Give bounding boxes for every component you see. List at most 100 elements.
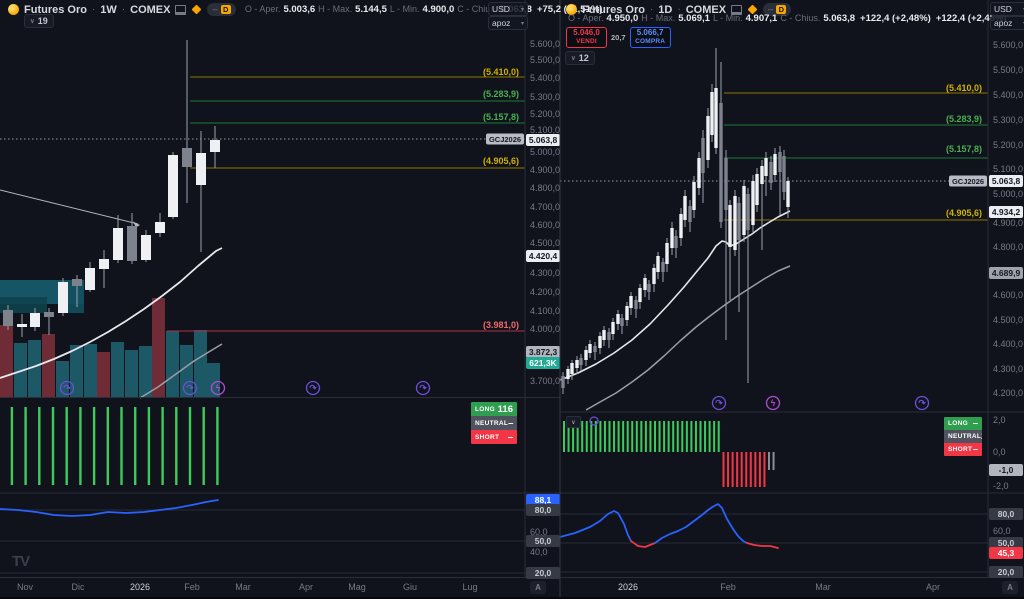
- short-value: –: [507, 431, 513, 443]
- signal-histogram-bar: [120, 407, 123, 485]
- rollover-marker-icon[interactable]: ↷: [305, 380, 321, 396]
- candlestick: [760, 160, 764, 250]
- candlestick: [782, 150, 786, 200]
- symbol-title[interactable]: Futures Oro: [24, 3, 87, 16]
- buy-button[interactable]: 5.066,7 COMPRA: [629, 27, 671, 48]
- tradingview-watermark-logo: TV: [12, 553, 30, 570]
- pane-collapse-toggle[interactable]: ∨: [566, 416, 581, 428]
- currency-toggle[interactable]: USD ▾: [488, 2, 528, 16]
- signal-summary-box[interactable]: LONG 116 NEUTRAL – SHORT –: [471, 402, 517, 444]
- axis-price-chip-text: 80,0: [998, 509, 1015, 519]
- separator-dot: ·: [677, 4, 681, 15]
- candle-body: [210, 140, 220, 152]
- volume-bar: [166, 331, 179, 397]
- axis-price-chip-text: -1,0: [999, 465, 1014, 475]
- volume-bar: [97, 352, 110, 397]
- rollover-marker-icon[interactable]: ↷: [914, 395, 930, 411]
- axis-tick-label: 5.400,0: [530, 73, 560, 83]
- session-pill[interactable]: – D: [207, 3, 236, 16]
- signal-histogram-bar: [134, 407, 137, 485]
- low-label: L - Min.: [712, 13, 743, 23]
- axis-price-chip: [989, 508, 1023, 520]
- candle-body: [141, 235, 151, 260]
- candle-body: [724, 158, 728, 210]
- rollover-marker-icon[interactable]: ↷: [415, 380, 431, 396]
- interval-label[interactable]: 1D: [658, 3, 673, 16]
- candle-body: [786, 181, 790, 207]
- candlestick: [647, 280, 651, 300]
- neutral-value: –: [508, 417, 514, 429]
- candlestick: [656, 252, 660, 279]
- level-price-label: (4.905,6): [483, 156, 519, 166]
- neutral-row: NEUTRAL 2: [944, 430, 982, 443]
- signal-histogram-bar: [763, 452, 766, 487]
- currency-toggle[interactable]: USD ▾: [990, 2, 1024, 16]
- neutral-label: NEUTRAL: [948, 433, 982, 440]
- axis-tick-label: 4.200,0: [993, 388, 1023, 398]
- unit-toggle[interactable]: apoz ▾: [990, 16, 1024, 30]
- high-label: H - Max.: [641, 13, 676, 23]
- candle-body: [602, 330, 606, 340]
- chart-source-icon[interactable]: [175, 4, 187, 15]
- rollover-marker-icon[interactable]: ↷: [182, 380, 198, 396]
- signal-summary-box[interactable]: LONG – NEUTRAL 2 SHORT –: [944, 417, 982, 456]
- signal-histogram-bar: [768, 452, 770, 470]
- axis-tick-label: 5.300,0: [993, 115, 1023, 125]
- candlestick: [769, 156, 773, 190]
- chart-source-icon[interactable]: [731, 4, 743, 15]
- candlestick: [755, 168, 759, 212]
- signal-histogram-bar: [758, 452, 761, 487]
- symbol-title[interactable]: Futures Oro: [582, 3, 645, 16]
- candlestick: [701, 130, 705, 203]
- auto-scale-button[interactable]: A: [1002, 581, 1018, 594]
- candlestick: [714, 48, 718, 154]
- pill-dash: –: [212, 4, 218, 14]
- axis-tick-label: 5.500,0: [530, 55, 560, 65]
- signal-histogram-bar: [749, 452, 752, 487]
- axis-tick-label: 5.000,0: [993, 189, 1023, 199]
- signal-histogram-bar: [576, 421, 579, 452]
- auto-scale-button[interactable]: A: [530, 581, 546, 594]
- candlestick: [85, 262, 95, 292]
- interval-label[interactable]: 1W: [100, 3, 117, 16]
- rollover-marker-icon[interactable]: ↷: [59, 380, 75, 396]
- lightning-marker-icon[interactable]: ϟ: [210, 380, 226, 396]
- candlestick: [634, 296, 638, 318]
- indicators-collapse-toggle[interactable]: ∨ 19: [24, 14, 54, 28]
- neutral-row: NEUTRAL –: [471, 416, 517, 430]
- axis-price-chip: [989, 547, 1023, 559]
- session-pill[interactable]: – D: [763, 3, 792, 16]
- mini-marker-icon[interactable]: [589, 416, 599, 426]
- signal-histogram-bar: [654, 421, 656, 452]
- unit-value: apoz: [994, 18, 1013, 28]
- signal-histogram-bar: [772, 452, 775, 470]
- unit-toggle[interactable]: apoz ▾: [488, 16, 528, 30]
- axis-tick-label: 2,0: [993, 415, 1006, 425]
- volume-bar: [56, 361, 69, 397]
- axis-price-chip: [526, 504, 560, 516]
- signal-histogram-bar: [216, 407, 219, 485]
- axis-price-chip: [526, 134, 560, 146]
- volume-bar: [180, 345, 193, 397]
- axis-price-chip: [989, 175, 1023, 187]
- lightning-marker-icon[interactable]: ϟ: [765, 395, 781, 411]
- volume-bar: [14, 343, 27, 397]
- rsi-line: [630, 540, 656, 548]
- exchange-label: COMEX: [130, 3, 171, 16]
- candlestick: [72, 275, 82, 307]
- signal-histogram-bar: [727, 452, 730, 487]
- rollover-marker-icon[interactable]: ↷: [711, 395, 727, 411]
- weekly-chart: 5.600,0 5.500,0 5.400,0 5.300,0 5.200,0 5.100…: [0, 0, 560, 592]
- sell-button[interactable]: 5.046,0 VENDI: [566, 27, 607, 48]
- axis-price-chip: [989, 464, 1023, 476]
- candlestick: [661, 258, 665, 282]
- volume-bar: [28, 340, 41, 397]
- signal-histogram-bar: [736, 452, 739, 487]
- indicators-collapse-toggle[interactable]: ∨ 12: [565, 51, 595, 65]
- volume-bar: [42, 334, 55, 397]
- daily-chart-legend: Futures Oro · 1D · COMEX – D: [566, 3, 792, 16]
- signal-histogram-bar: [745, 452, 748, 487]
- axis-tick-label: 5.300,0: [530, 92, 560, 102]
- candle-body: [670, 228, 674, 248]
